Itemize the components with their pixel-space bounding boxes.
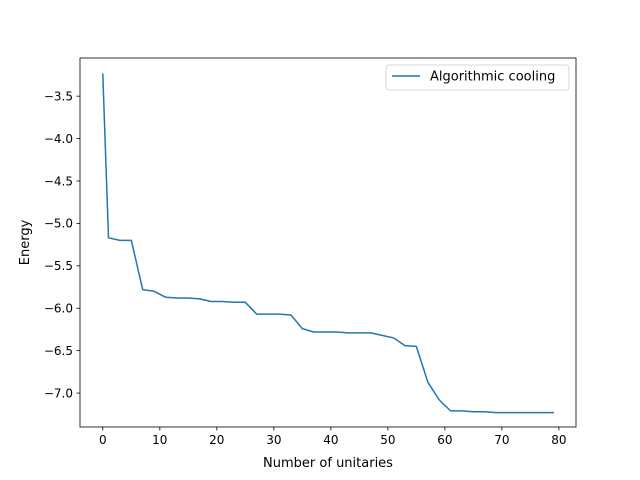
x-tick-label: 20 — [209, 433, 224, 447]
legend-entry-label: Algorithmic cooling — [430, 70, 555, 85]
x-tick-label: 30 — [266, 433, 281, 447]
y-tick-label: −4.0 — [44, 132, 73, 146]
x-tick-label: 0 — [99, 433, 107, 447]
y-tick-label: −5.5 — [44, 259, 73, 273]
y-axis-label: Energy — [18, 219, 33, 265]
legend-box — [385, 64, 570, 91]
series-layer — [102, 73, 554, 414]
legend: Algorithmic cooling — [385, 64, 570, 91]
y-tick-label: −7.0 — [44, 386, 73, 400]
plot-frame — [79, 57, 577, 428]
x-tick-label: 60 — [437, 433, 452, 447]
y-tick-label: −3.5 — [44, 89, 73, 103]
y-tick-label: −4.5 — [44, 174, 73, 188]
x-tick-label: 70 — [494, 433, 509, 447]
y-tick-label: −5.0 — [44, 217, 73, 231]
x-tick-label: 80 — [551, 433, 566, 447]
axis-ticks: 0 10 20 30 40 50 60 70 80 −3.5 −4.0 −4.5 −5.0 −5.5 −6.… — [44, 89, 567, 447]
series-line-0 — [102, 73, 554, 414]
y-tick-label: −6.5 — [44, 344, 73, 358]
x-tick-label: 50 — [380, 433, 395, 447]
y-tick-label: −6.0 — [44, 302, 73, 316]
x-tick-label: 40 — [323, 433, 338, 447]
x-tick-label: 10 — [152, 433, 167, 447]
x-axis-label: Number of unitaries — [263, 456, 393, 471]
plot-area — [80, 58, 576, 427]
